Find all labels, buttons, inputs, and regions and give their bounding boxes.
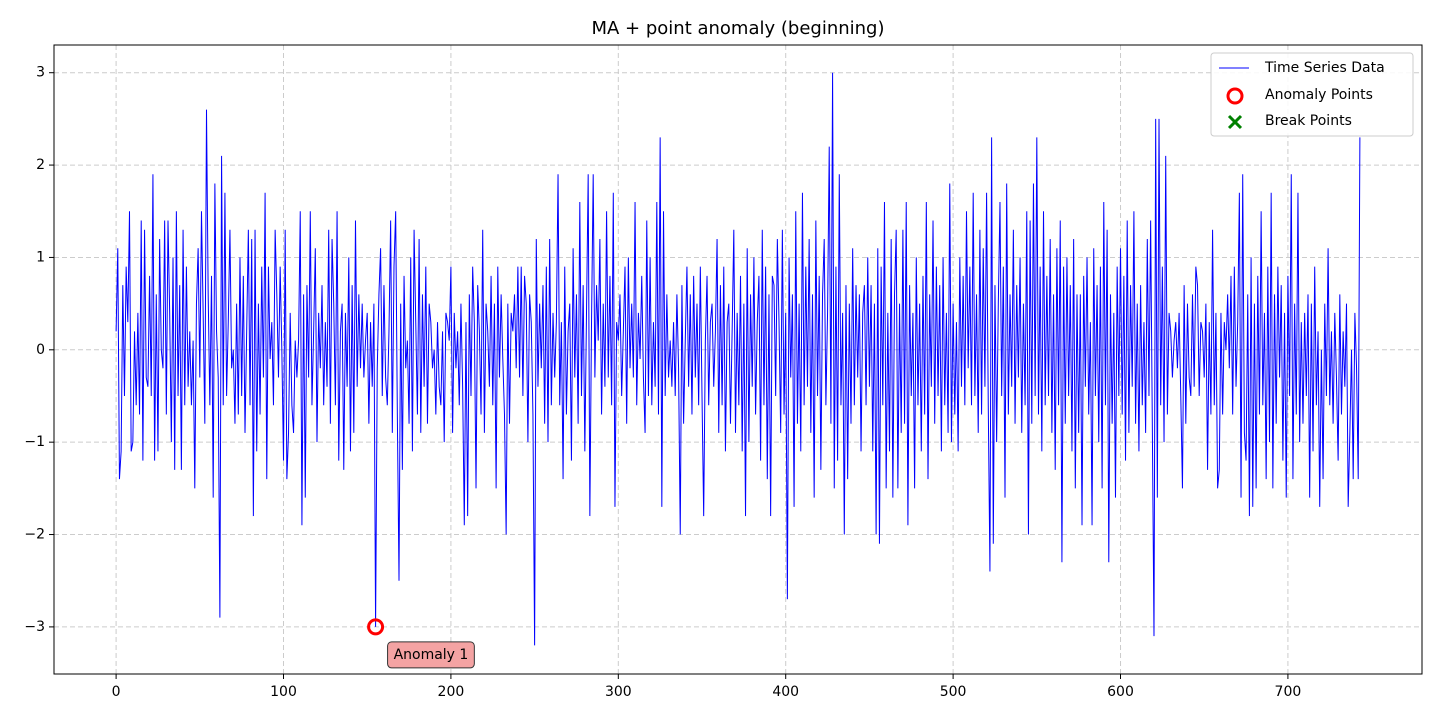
legend-label: Anomaly Points [1265,87,1373,103]
y-tick-label: −1 [24,434,45,450]
data-line [115,72,1361,646]
chart-title: MA + point anomaly (beginning) [591,18,884,39]
x-tick-label: 100 [270,684,297,700]
annotation-box [387,641,475,669]
x-tick-label: 600 [1107,684,1134,700]
y-tick-label: 3 [36,65,45,81]
annotation: Anomaly 1 [387,641,475,669]
y-tick-label: 1 [36,249,45,265]
anomaly-point [367,618,385,636]
x-tick-label: 700 [1275,684,1302,700]
x-tick-label: 500 [940,684,967,700]
x-tick-label: 200 [438,684,465,700]
x-tick-label: 300 [605,684,632,700]
x-tick-label: 400 [772,684,799,700]
x-tick-label: 0 [112,684,121,700]
legend-box [1210,52,1414,137]
y-tick-label: −3 [24,619,45,635]
legend-label: Time Series Data [1264,60,1385,76]
legend-swatch [1227,114,1243,130]
plot-area [53,44,1423,675]
legend-label: Break Points [1265,113,1352,129]
legend-swatch [1226,87,1244,105]
y-tick-label: −2 [24,527,45,543]
y-tick-label: 2 [36,157,45,173]
annotation-text: Anomaly 1 [394,647,469,663]
y-tick-label: 0 [36,342,45,358]
